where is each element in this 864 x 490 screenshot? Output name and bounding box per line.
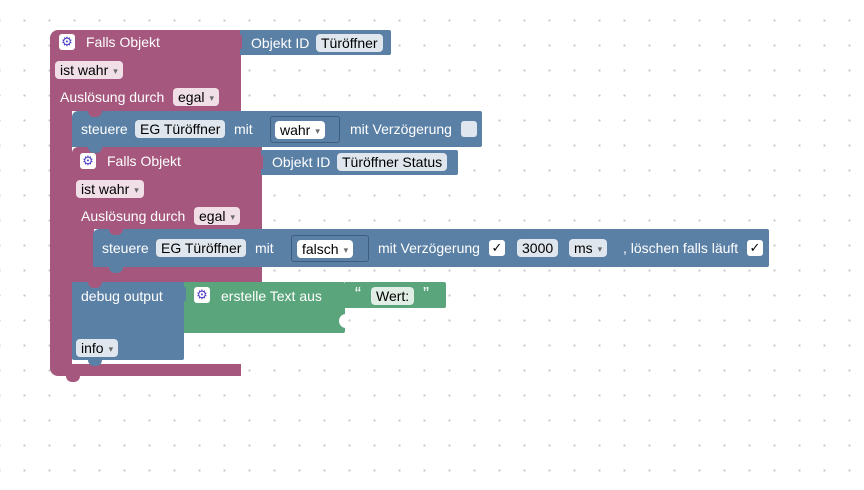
inner-if-title: Falls Objekt xyxy=(107,153,181,169)
chevron-down-icon: ▾ xyxy=(230,212,235,222)
debug-level-value: info xyxy=(81,340,104,356)
control2-value: falsch xyxy=(302,241,339,257)
control2-value-dropdown[interactable]: falsch ▾ xyxy=(297,240,354,258)
outer-object-id-value[interactable]: Türöffner xyxy=(316,34,383,52)
control2-clear-checkbox[interactable]: ✓ xyxy=(747,240,763,256)
control1-delay-label: mit Verzögerung xyxy=(350,121,452,137)
control2-delay-input[interactable]: 3000 xyxy=(517,239,559,257)
control2-unit-value: ms xyxy=(574,240,593,256)
inner-if-footer xyxy=(72,267,262,282)
debug-level-dropdown[interactable]: info ▾ xyxy=(76,339,119,357)
create-text-label: erstelle Text aus xyxy=(221,288,322,304)
outer-object-id-label: Objekt ID xyxy=(251,35,310,51)
open-quote-icon: “ xyxy=(355,284,361,304)
chevron-down-icon: ▾ xyxy=(113,66,118,76)
outer-if-footer xyxy=(50,364,241,376)
control2-clear-label: , löschen falls läuft xyxy=(623,240,739,256)
chevron-down-icon: ▾ xyxy=(343,245,349,255)
control1-delay-checkbox[interactable] xyxy=(461,121,477,137)
gear-icon[interactable]: ⚙ xyxy=(194,287,210,303)
chevron-down-icon: ▾ xyxy=(134,185,139,195)
outer-if-body-arm xyxy=(50,111,72,367)
outer-if-trigger-label: Auslösung durch xyxy=(60,89,165,105)
chevron-down-icon: ▾ xyxy=(597,244,603,254)
control1-value-dropdown[interactable]: wahr ▾ xyxy=(275,121,325,139)
control1-top-notch xyxy=(88,111,102,117)
control2-unit-dropdown[interactable]: ms ▾ xyxy=(569,239,608,257)
outer-if-condition-value: ist wahr xyxy=(60,62,109,78)
gear-icon[interactable]: ⚙ xyxy=(80,153,96,169)
text-literal-connector xyxy=(339,288,346,302)
inner-if-top-notch xyxy=(88,147,102,153)
debug-top-notch xyxy=(88,282,102,288)
control2-delay-label: mit Verzögerung xyxy=(378,240,480,256)
inner-if-trigger-dropdown[interactable]: egal ▾ xyxy=(194,207,240,225)
create-text-empty-input[interactable] xyxy=(339,314,346,328)
control1-value: wahr xyxy=(280,122,311,138)
outer-object-id-connector xyxy=(236,35,242,49)
control2-target-field[interactable]: EG Türöffner xyxy=(156,239,247,257)
close-quote-icon: ” xyxy=(423,284,429,304)
outer-if-trigger-value: egal xyxy=(178,89,205,105)
control2-label: steuere xyxy=(102,240,149,256)
gear-icon[interactable]: ⚙ xyxy=(59,34,75,50)
outer-if-bottom-notch xyxy=(66,376,80,382)
inner-object-id-value[interactable]: Türöffner Status xyxy=(337,153,448,171)
chevron-down-icon: ▾ xyxy=(209,93,214,103)
inner-if-body-arm xyxy=(72,229,94,269)
outer-if-condition-dropdown[interactable]: ist wahr ▾ xyxy=(55,61,123,79)
outer-if-trigger-dropdown[interactable]: egal ▾ xyxy=(173,88,219,106)
control2-with-label: mit xyxy=(255,240,274,256)
control2-delay-checkbox[interactable]: ✓ xyxy=(489,240,505,256)
inner-object-id-connector xyxy=(257,155,263,169)
debug-output-label: debug output xyxy=(81,288,163,304)
create-text-connector xyxy=(180,287,186,301)
inner-if-condition-dropdown[interactable]: ist wahr ▾ xyxy=(76,180,144,198)
chevron-down-icon: ▾ xyxy=(315,126,320,136)
control2-bottom-notch xyxy=(109,267,123,273)
create-text-block[interactable] xyxy=(184,282,345,333)
text-literal-input[interactable]: Wert: xyxy=(371,287,415,305)
inner-if-trigger-label: Auslösung durch xyxy=(81,208,186,224)
chevron-down-icon: ▾ xyxy=(108,344,114,354)
control1-target-field[interactable]: EG Türöffner xyxy=(135,120,226,138)
inner-if-condition-value: ist wahr xyxy=(81,181,130,197)
debug-bottom-notch xyxy=(88,360,102,366)
control1-label: steuere xyxy=(81,121,128,137)
inner-if-trigger-value: egal xyxy=(199,208,226,224)
outer-if-title: Falls Objekt xyxy=(86,34,160,50)
control1-with-label: mit xyxy=(234,121,253,137)
inner-object-id-label: Objekt ID xyxy=(272,154,331,170)
control2-top-notch xyxy=(109,229,123,235)
